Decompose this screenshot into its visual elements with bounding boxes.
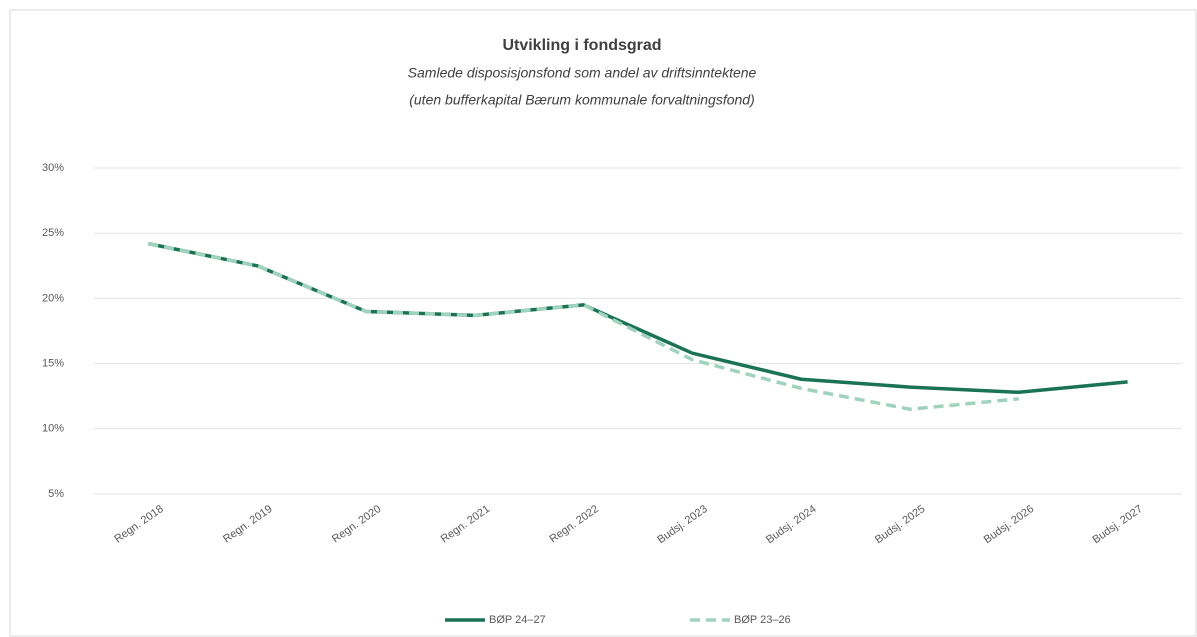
y-tick-label: 20%	[42, 292, 64, 304]
series-line	[148, 241, 1019, 411]
legend-label: BØP 23–26	[734, 614, 791, 626]
chart-subtitle: (uten bufferkapital Bærum kommunale forv…	[409, 92, 755, 108]
chart-title: Utvikling i fondsgrad	[502, 37, 661, 54]
chart-subtitle: Samlede disposisjonsfond som andel av dr…	[408, 65, 757, 81]
y-tick-label: 10%	[42, 423, 64, 435]
chart-frame	[9, 9, 1197, 637]
y-tick-label: 30%	[42, 162, 64, 174]
y-tick-label: 15%	[42, 358, 64, 370]
y-tick-label: 5%	[48, 488, 64, 500]
legend-label: BØP 24–27	[489, 614, 546, 626]
series-line	[148, 241, 1128, 395]
y-tick-label: 25%	[42, 227, 64, 239]
